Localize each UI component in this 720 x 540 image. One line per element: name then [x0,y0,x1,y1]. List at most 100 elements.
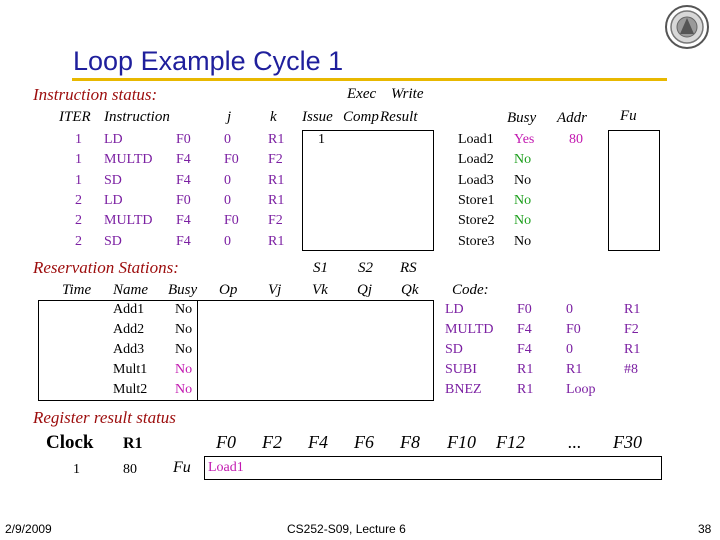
reservation-station-name: Mult2 [113,382,148,397]
register-header: F30 [613,432,642,452]
reservation-station-name: Add1 [113,302,145,317]
load-store-busy: No [514,192,532,208]
code-op: SUBI [445,362,477,377]
reservation-station-busy: No [175,342,193,357]
issue-header: Issue [302,109,333,125]
register-result-label: Register result status [33,408,176,427]
rs-header: RS [400,260,417,276]
code-operand-a: R1 [517,362,534,377]
code-operand-b: F0 [566,322,581,337]
r1-label: R1 [123,435,143,452]
code-operand-c: F2 [624,322,639,337]
code-operand-c: R1 [624,342,641,357]
code-operand-b: 0 [566,302,573,317]
k-header: k [270,109,277,125]
vj-header: Vj [268,282,282,298]
load-store-busy: Yes [514,132,535,147]
code-operand-a: R1 [517,382,534,397]
code-operand-a: F4 [517,342,532,357]
instruction-iter: 2 [75,213,82,229]
instruction-iter: 2 [75,192,82,208]
instruction-k: F2 [268,213,283,229]
instruction-k: R1 [268,233,285,249]
instruction-dest-reg: F4 [176,172,191,188]
code-op: MULTD [445,322,494,337]
code-op: LD [445,302,464,317]
instruction-op: LD [104,192,123,208]
name-header: Name [113,282,148,298]
code-operand-c: R1 [624,302,641,317]
instruction-dest-reg: F0 [176,192,191,208]
qj-header: Qj [357,282,372,298]
reservation-station-busy: No [175,322,193,337]
reservation-station-busy: No [175,382,193,397]
s1-header: S1 [313,260,328,276]
vk-header: Vk [312,282,328,298]
load-store-buffer-name: Load3 [458,172,494,188]
load-store-busy: No [514,213,532,229]
code-operand-b: R1 [566,362,583,377]
instruction-iter: 1 [75,132,82,147]
addr-header: Addr [557,110,587,126]
register-fu-value: Load1 [208,460,244,475]
reservation-stations-label: Reservation Stations: [33,258,179,277]
code-operand-a: F0 [517,302,532,317]
exec-header-top: Exec [347,86,377,102]
instruction-j: 0 [224,172,231,188]
r1-value: 80 [123,462,137,477]
busy-header: Busy [507,110,537,126]
fu-box [608,130,660,251]
write-header-top: Write [391,86,424,102]
instruction-dest-reg: F0 [176,132,191,147]
register-header: F8 [400,432,420,452]
instruction-op: SD [104,233,122,249]
register-header: F0 [216,432,236,452]
s2-header: S2 [358,260,373,276]
code-header: Code: [452,282,489,298]
clock-label: Clock [46,432,94,453]
instruction-iter: 1 [75,172,82,188]
instruction-issue: 1 [318,132,325,147]
reservation-table-box [38,300,434,401]
instruction-dest-reg: F4 [176,213,191,229]
instruction-status-label: Instruction status: [33,85,158,104]
instruction-dest-reg: F4 [176,152,191,168]
exec-comp-header: Comp [343,109,379,125]
instruction-k: R1 [268,192,285,208]
clock-value: 1 [73,462,80,477]
register-header: F12 [496,432,525,452]
code-operand-a: F4 [517,322,532,337]
instruction-k: F2 [268,152,283,168]
register-fu-box [204,456,662,480]
load-store-buffer-name: Load2 [458,152,494,168]
load-store-buffer-name: Store2 [458,213,495,229]
register-header: F10 [447,432,476,452]
instruction-j: F0 [224,152,239,168]
write-result-header: Result [380,109,418,125]
rs-busy-header: Busy [168,282,198,298]
register-header: F4 [308,432,328,452]
slide-title: Loop Example Cycle 1 [73,46,344,76]
j-header: j [227,109,232,125]
reservation-station-name: Add2 [113,322,145,337]
fu-header: Fu [620,108,637,124]
instruction-j: 0 [224,192,231,208]
load-store-addr: 80 [569,132,583,147]
footer-course: CS252-S09, Lecture 6 [287,522,406,536]
reservation-station-busy: No [175,302,193,317]
code-operand-b: Loop [566,382,596,397]
qk-header: Qk [401,282,419,298]
reservation-station-name: Mult1 [113,362,148,377]
university-seal-icon [665,5,709,49]
register-header: F2 [262,432,282,452]
load-store-buffer-name: Load1 [458,132,494,147]
code-operand-c: #8 [624,362,638,377]
op-header: Op [219,282,238,298]
instruction-op: SD [104,172,122,188]
register-header: F6 [354,432,374,452]
instruction-iter: 1 [75,152,82,168]
title-underline [72,78,667,81]
reservation-station-name: Add3 [113,342,145,357]
load-store-buffer-name: Store1 [458,192,495,208]
footer-date: 2/9/2009 [5,522,52,536]
